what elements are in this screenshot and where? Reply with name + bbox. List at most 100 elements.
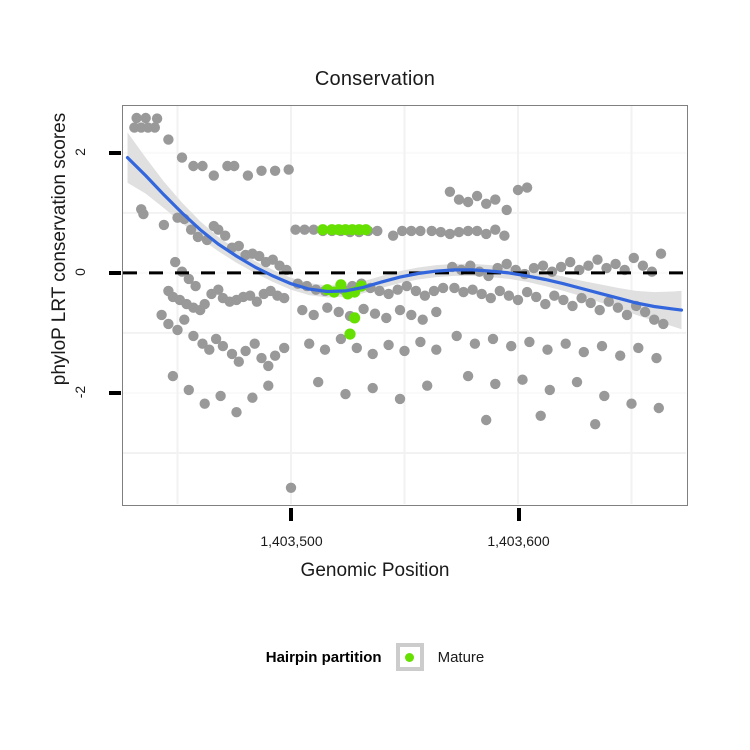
data-point: [392, 284, 403, 295]
data-point: [358, 303, 369, 315]
data-point: [269, 350, 281, 361]
data-point: [567, 300, 578, 312]
data-point: [462, 370, 474, 382]
data-point: [333, 306, 344, 318]
data-point: [594, 304, 605, 316]
data-point: [540, 298, 551, 310]
data-point: [322, 302, 333, 313]
data-point: [367, 382, 378, 394]
data-point: [397, 225, 408, 237]
data-point: [185, 224, 197, 235]
data-point: [451, 330, 462, 342]
data-point: [349, 312, 361, 324]
data-point: [351, 342, 362, 354]
data-point: [172, 324, 183, 336]
data-point: [558, 294, 569, 306]
data-point: [506, 340, 517, 352]
data-point: [578, 346, 589, 358]
data-point: [387, 230, 399, 241]
data-point: [501, 258, 512, 270]
data-point: [394, 393, 406, 405]
data-point: [453, 226, 465, 238]
data-point: [192, 231, 204, 243]
data-point: [344, 328, 356, 340]
data-point: [499, 230, 510, 241]
data-point: [658, 318, 669, 330]
data-point: [210, 333, 222, 345]
data-point: [481, 228, 492, 240]
data-point: [583, 260, 594, 271]
x-axis-tick-label: 1,403,600: [487, 533, 550, 549]
data-point: [197, 338, 208, 349]
data-point: [406, 309, 417, 321]
data-point: [426, 225, 437, 237]
data-point: [213, 284, 224, 295]
data-point: [471, 190, 483, 202]
data-point: [610, 258, 621, 270]
data-point: [565, 256, 576, 268]
data-point: [335, 279, 347, 291]
data-point: [251, 296, 263, 307]
data-point: [188, 330, 199, 342]
data-point: [537, 260, 549, 271]
data-point: [512, 184, 524, 196]
data-point: [437, 282, 449, 294]
y-axis-tick-mark: [109, 271, 121, 276]
data-point: [215, 390, 226, 402]
data-point: [399, 345, 410, 357]
data-point: [138, 208, 149, 220]
data-point: [340, 388, 351, 400]
data-point: [140, 112, 151, 124]
data-point: [199, 298, 210, 310]
data-point: [628, 252, 639, 264]
data-point: [601, 262, 612, 274]
data-point: [247, 392, 258, 403]
data-point: [431, 344, 442, 355]
data-point: [199, 398, 210, 409]
legend-key-mature[interactable]: [395, 643, 424, 671]
loess-trend-line: [125, 156, 684, 312]
data-point: [254, 250, 265, 262]
data-point: [444, 186, 456, 197]
data-point: [535, 410, 546, 421]
data-point: [596, 340, 608, 352]
data-point: [374, 285, 385, 297]
data-point: [512, 294, 524, 306]
data-point: [233, 240, 244, 252]
data-point: [401, 280, 412, 292]
data-point: [471, 225, 483, 237]
data-point: [524, 336, 535, 348]
data-point: [444, 228, 456, 240]
data-point: [217, 340, 229, 352]
data-point: [213, 224, 224, 235]
data-point: [290, 224, 301, 235]
data-point: [649, 314, 660, 325]
data-point: [639, 306, 651, 318]
data-point: [410, 285, 422, 297]
data-point: [417, 314, 428, 325]
y-axis-tick-mark: [109, 391, 121, 396]
data-point: [190, 280, 201, 292]
data-point: [183, 273, 194, 285]
scatter-series-other: [129, 112, 669, 493]
data-point: [240, 345, 251, 357]
data-point: [279, 342, 290, 354]
data-point: [476, 288, 487, 300]
data-point: [449, 282, 460, 294]
data-point: [576, 292, 587, 304]
data-point: [263, 360, 274, 372]
data-point: [381, 312, 392, 324]
data-point: [263, 380, 274, 391]
data-point: [167, 370, 179, 382]
data-point: [599, 390, 610, 402]
data-point: [458, 286, 469, 298]
data-point: [220, 230, 231, 241]
data-point: [612, 302, 624, 313]
data-point: [431, 306, 442, 318]
data-point: [621, 309, 633, 321]
data-point: [394, 304, 406, 316]
data-point: [653, 402, 664, 414]
data-point: [555, 261, 567, 273]
x-axis-tick-label: 1,403,500: [260, 533, 323, 549]
